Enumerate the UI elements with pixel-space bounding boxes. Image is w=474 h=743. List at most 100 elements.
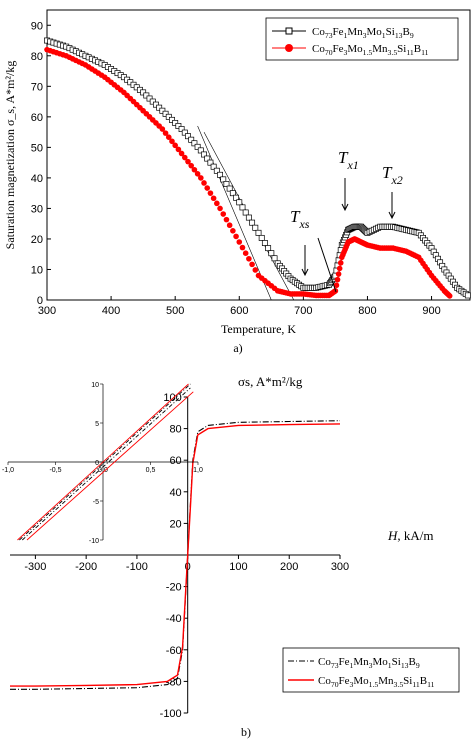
annotation-label: Txs (290, 207, 310, 231)
inset-y-tick-label: 5 (95, 421, 99, 428)
inset-x-tick-label: 0,5 (146, 467, 156, 474)
data-point-square (178, 126, 185, 133)
data-point-square (236, 199, 243, 206)
annotation-arrow (317, 237, 337, 293)
data-point-square (207, 159, 214, 166)
data-point-circle (226, 222, 233, 229)
legend-swatch-circle (285, 44, 293, 52)
data-point-circle (217, 205, 223, 212)
legend-entry-2: Co70Fe3Mo1.5Mn3.5Si11B11 (312, 43, 429, 57)
x-tick-label: 400 (102, 305, 120, 317)
data-point-square (159, 107, 166, 114)
data-point-circle (337, 260, 344, 266)
y-tick-label: -100 (160, 708, 182, 720)
data-point-square (149, 98, 156, 105)
y-tick-label: 70 (31, 81, 43, 93)
plot-frame-a (46, 9, 471, 301)
inset-curve (21, 387, 191, 541)
data-point-square (233, 194, 240, 201)
data-point-square (258, 234, 265, 241)
inset-y-tick-label: -5 (93, 499, 99, 506)
inset-y-tick-label: 0 (95, 460, 99, 467)
data-point-square (210, 163, 217, 170)
x-tick-label: 600 (230, 305, 248, 317)
data-point-square (204, 155, 211, 162)
inset-curve (26, 391, 194, 541)
arrow-head (341, 203, 349, 212)
data-point-square (194, 143, 201, 150)
data-point-square (268, 250, 275, 257)
data-point-circle (230, 228, 236, 234)
y-tick-label: 30 (31, 203, 43, 215)
data-point-square (255, 229, 262, 236)
panel-label-a: a) (233, 341, 242, 355)
data-point-circle (249, 261, 255, 268)
data-point-square (464, 292, 471, 299)
x-tick-label: 300 (38, 305, 56, 317)
data-point-square (265, 245, 272, 252)
inset-x-tick-label: 1,0 (193, 467, 203, 474)
y-tick-label: 20 (169, 518, 181, 530)
legend-entry-1: Co73Fe1Mn3Mo1Si13B9 (312, 26, 414, 40)
annotation-label: Tx2 (382, 163, 403, 187)
tangent-line (197, 125, 272, 301)
data-point-circle (175, 146, 182, 153)
data-point-square (252, 224, 259, 231)
data-point-circle (246, 255, 252, 262)
y-tick-label: -20 (166, 582, 182, 594)
data-point-circle (169, 138, 175, 145)
y-tick-label: 40 (31, 173, 43, 185)
data-point-circle (236, 239, 243, 245)
legend-entry-1: Co73Fe1Mn3Mo1Si13B9 (318, 656, 420, 670)
data-point-circle (178, 150, 185, 157)
inset-x-tick-label: 0,0 (98, 467, 108, 474)
data-point-circle (239, 244, 246, 251)
y-axis-label: σs, A*m²/kg (238, 374, 303, 389)
data-point-square (261, 240, 268, 246)
arrow-head (301, 268, 309, 277)
data-point-circle (214, 200, 220, 207)
data-point-square (162, 110, 169, 117)
y-axis-label: Saturation magnetization σ_s, A*m²/kg (3, 61, 17, 250)
data-point-square (169, 116, 175, 123)
data-point-square (197, 147, 204, 154)
data-point-square (181, 129, 188, 136)
x-tick-label: 700 (294, 305, 312, 317)
data-point-square (242, 209, 249, 216)
y-tick-label: 60 (169, 455, 181, 467)
inset-x-tick-label: -0,5 (49, 467, 61, 474)
x-tick-label: -300 (24, 561, 46, 573)
y-tick-label: 80 (31, 51, 43, 63)
data-point-square (156, 104, 163, 111)
data-point-square (223, 181, 230, 187)
data-point-circle (165, 134, 172, 140)
data-point-square (165, 113, 172, 120)
data-point-circle (242, 250, 249, 256)
data-point-square (226, 185, 233, 192)
y-tick-label: 90 (31, 20, 43, 32)
x-tick-label: -200 (75, 561, 97, 573)
data-point-square (191, 140, 198, 147)
data-point-circle (162, 130, 169, 136)
arrow-head (388, 211, 396, 220)
data-point-square (229, 190, 236, 197)
data-point-circle (252, 267, 259, 273)
inset-y-tick-label: -10 (89, 538, 99, 545)
data-point-circle (210, 195, 217, 202)
y-tick-label: 80 (169, 424, 181, 436)
data-point-circle (207, 190, 214, 196)
data-point-circle (446, 293, 453, 299)
x-tick-label: 500 (166, 305, 184, 317)
data-point-circle (194, 171, 201, 177)
y-tick-label: 40 (169, 487, 181, 499)
data-point-square (143, 92, 150, 99)
data-point-square (217, 171, 223, 178)
data-point-circle (159, 126, 166, 132)
panel-label-b: b) (241, 725, 251, 739)
data-point-circle (335, 271, 342, 277)
y-tick-label: 20 (31, 234, 43, 246)
data-point-circle (188, 162, 195, 169)
inset-x-tick-label: -1,0 (2, 467, 14, 474)
x-axis-label: H, kA/m (387, 528, 434, 543)
data-point-square (188, 136, 195, 143)
